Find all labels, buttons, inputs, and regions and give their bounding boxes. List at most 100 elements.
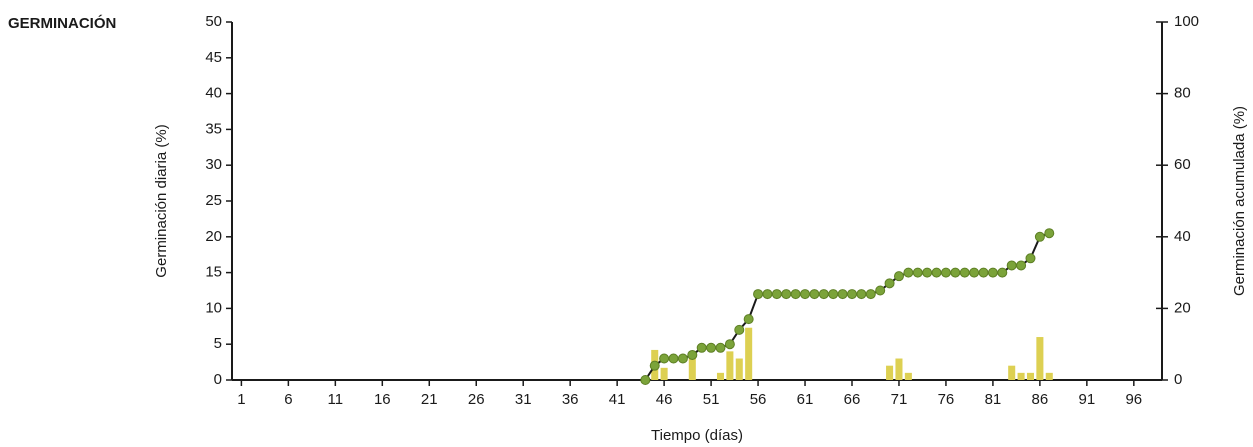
- y-tick-label: 30: [205, 156, 222, 173]
- bar: [1045, 372, 1053, 380]
- y-tick-label: 50: [205, 13, 222, 30]
- x-tick-label: 16: [374, 391, 391, 408]
- x-tick-label: 21: [421, 391, 438, 408]
- y2-tick-label: 0: [1174, 371, 1182, 388]
- point: [668, 353, 679, 364]
- x-tick-label: 41: [609, 391, 626, 408]
- point: [649, 360, 660, 371]
- point: [940, 267, 951, 278]
- bar: [886, 365, 894, 380]
- point: [922, 267, 933, 278]
- y-tick-label: 25: [205, 192, 222, 209]
- y-tick-label: 10: [205, 299, 222, 316]
- y2-tick-label: 20: [1174, 299, 1191, 316]
- bar: [660, 367, 668, 380]
- y-tick-label: 15: [205, 264, 222, 281]
- y2-tick-label: 100: [1174, 13, 1199, 30]
- point: [677, 353, 688, 364]
- y2-tick-label: 60: [1174, 156, 1191, 173]
- bar: [1008, 365, 1016, 380]
- point: [771, 289, 782, 300]
- y-tick-label: 35: [205, 120, 222, 137]
- y2-tick-label: 40: [1174, 228, 1191, 245]
- x-tick-label: 66: [844, 391, 861, 408]
- x-tick-label: 91: [1079, 391, 1096, 408]
- x-tick-label: 81: [985, 391, 1002, 408]
- point: [997, 267, 1008, 278]
- point: [640, 375, 651, 385]
- y-tick-label: 20: [205, 228, 222, 245]
- point: [659, 353, 670, 364]
- x-tick-label: 26: [468, 391, 485, 408]
- point: [790, 289, 801, 300]
- point: [856, 289, 867, 300]
- point: [903, 267, 914, 278]
- x-axis-label: Tiempo (días): [651, 427, 743, 444]
- bar: [745, 327, 753, 380]
- bar: [895, 358, 903, 380]
- point: [706, 342, 717, 353]
- point: [800, 289, 811, 300]
- point: [781, 289, 792, 300]
- y-tick-label: 0: [214, 371, 222, 388]
- y2-axis-label: Germinación acumulada (%): [1231, 106, 1248, 296]
- bar: [688, 358, 696, 380]
- point: [724, 339, 735, 350]
- point: [1025, 253, 1036, 264]
- point: [1006, 260, 1017, 271]
- point: [715, 342, 726, 353]
- x-tick-label: 86: [1032, 391, 1049, 408]
- point: [762, 289, 773, 300]
- point: [978, 267, 989, 278]
- point: [959, 267, 970, 278]
- chart-title: GERMINACIÓN: [8, 14, 116, 32]
- point: [931, 267, 942, 278]
- point: [696, 342, 707, 353]
- x-tick-label: 11: [328, 391, 344, 408]
- x-tick-label: 71: [891, 391, 908, 408]
- bar: [726, 351, 734, 380]
- point: [987, 267, 998, 278]
- x-tick-label: 31: [515, 391, 532, 408]
- x-tick-label: 1: [237, 391, 245, 408]
- bar: [716, 372, 725, 380]
- y-tick-label: 45: [205, 49, 222, 66]
- y2-tick-label: 80: [1174, 85, 1191, 102]
- point: [1016, 260, 1027, 271]
- point: [912, 267, 923, 278]
- bar: [1036, 337, 1044, 380]
- bar: [1017, 372, 1025, 380]
- point: [893, 271, 904, 282]
- x-tick-label: 96: [1125, 391, 1142, 408]
- point: [734, 324, 745, 335]
- point: [1044, 228, 1055, 239]
- x-tick-label: 61: [797, 391, 814, 408]
- x-tick-label: 36: [562, 391, 579, 408]
- bar: [735, 358, 743, 380]
- x-tick-label: 51: [703, 391, 720, 408]
- x-tick-label: 46: [656, 391, 673, 408]
- y-axis-label: Germinación diaria (%): [153, 124, 170, 277]
- y-tick-label: 40: [205, 85, 222, 102]
- line: [644, 232, 1050, 381]
- point: [865, 289, 876, 300]
- point: [950, 267, 961, 278]
- x-tick-label: 6: [284, 391, 292, 408]
- point: [1034, 231, 1045, 242]
- point: [743, 314, 754, 325]
- x-tick-label: 56: [750, 391, 767, 408]
- point: [753, 289, 764, 300]
- point: [884, 278, 895, 289]
- point: [875, 285, 886, 296]
- y-tick-label: 5: [214, 335, 222, 352]
- point: [847, 289, 857, 300]
- point: [837, 289, 848, 300]
- bar: [904, 372, 912, 380]
- point: [809, 289, 820, 300]
- point: [828, 289, 839, 300]
- point: [969, 267, 980, 278]
- x-tick-label: 76: [938, 391, 955, 408]
- point: [818, 289, 829, 300]
- bar: [1026, 372, 1035, 380]
